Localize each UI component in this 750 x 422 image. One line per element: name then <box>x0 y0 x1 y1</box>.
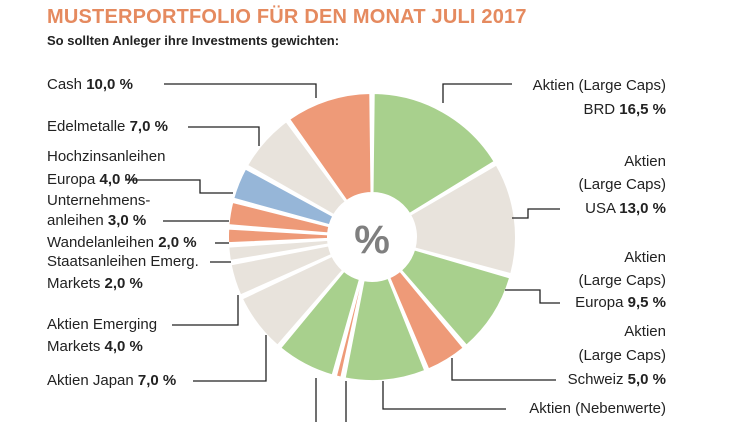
leader-hochzins <box>125 179 233 194</box>
slice-cash <box>287 91 373 203</box>
label-usa: USA 13,0 % <box>585 200 666 217</box>
label-unternehmens: anleihen 3,0 % <box>47 212 146 229</box>
leader-lines <box>125 83 560 422</box>
slice-aktien-large-caps-europa <box>399 248 512 348</box>
leader-emerging <box>172 295 239 326</box>
leader-brd <box>442 83 512 103</box>
label-usa-line2: (Large Caps) <box>578 176 666 193</box>
slice-hochzinsanleihen-europa <box>231 167 335 227</box>
leader-europa <box>505 289 560 304</box>
leader-nebenwerte <box>382 381 506 410</box>
label-cash: Cash 10,0 % <box>47 76 133 93</box>
slice-aktien-large-caps-schweiz <box>387 269 466 371</box>
label-usa-line1: Aktien <box>624 153 666 170</box>
label-hochzins-line1: Hochzinsanleihen <box>47 148 165 165</box>
label-staats-line1: Staatsanleihen Emerg. <box>47 253 199 270</box>
leader-schweiz <box>451 358 556 381</box>
slice-aktien-emerging-markets <box>229 244 334 297</box>
slice-aktien-nebenwerte <box>343 276 427 382</box>
label-edelmetalle: Edelmetalle 7,0 % <box>47 118 168 135</box>
label-schweiz-line1: Aktien <box>624 323 666 340</box>
slice-slice-green-bottom <box>278 269 362 377</box>
label-nebenwerte: Aktien (Nebenwerte) <box>529 400 666 417</box>
label-staats: Markets 2,0 % <box>47 275 143 292</box>
chart-subtitle: So sollten Anleger ihre Investments gewi… <box>47 33 340 48</box>
slice-slice-small-salmon <box>334 278 364 379</box>
label-wandel: Wandelanleihen 2,0 % <box>47 234 197 251</box>
label-hochzins: Europa 4,0 % <box>47 171 138 188</box>
label-europa-line1: Aktien <box>624 249 666 266</box>
leader-usa <box>512 208 560 219</box>
chart-title: MUSTERPORTFOLIO FÜR DEN MONAT JULI 2017 <box>47 6 527 28</box>
leader-japan <box>193 335 267 382</box>
label-japan: Aktien Japan 7,0 % <box>47 372 176 389</box>
slice-unternehmensanleihen <box>227 200 331 235</box>
slice-wandelanleihen <box>227 227 330 245</box>
slice-aktien-japan <box>240 254 345 348</box>
pie-slices <box>227 91 517 382</box>
label-europa: Europa 9,5 % <box>575 294 666 311</box>
center-label: % <box>354 218 390 262</box>
label-unternehmens-line1: Unternehmens- <box>47 192 150 209</box>
label-brd-line1: Aktien (Large Caps) <box>533 77 666 94</box>
leader-cash <box>164 83 317 98</box>
label-brd: BRD 16,5 % <box>583 101 666 118</box>
leader-edelmetalle <box>188 126 260 146</box>
slice-aktien-large-caps-brd <box>371 91 497 216</box>
label-emerging-line1: Aktien Emerging <box>47 316 157 333</box>
slice-edelmetalle <box>245 119 348 217</box>
label-europa-line2: (Large Caps) <box>578 272 666 289</box>
label-emerging: Markets 4,0 % <box>47 338 143 355</box>
label-schweiz-line2: (Large Caps) <box>578 347 666 364</box>
label-schweiz: Schweiz 5,0 % <box>568 371 666 388</box>
slice-staatsanleihen-emerg-markets <box>227 238 330 263</box>
slice-aktien-large-caps-usa <box>408 163 517 276</box>
